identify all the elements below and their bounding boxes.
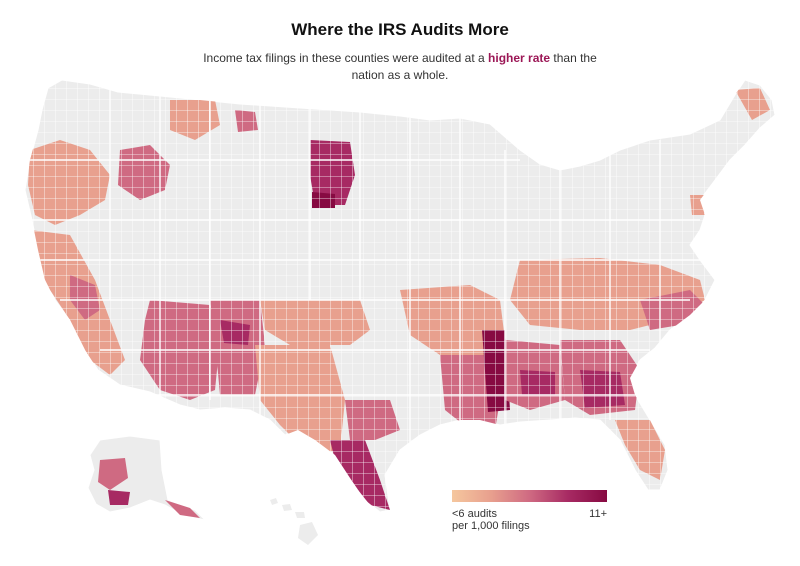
color-legend: <6 audits per 1,000 filings 11+ bbox=[452, 490, 607, 532]
subtitle-text-after: than the nation as a whole. bbox=[351, 51, 597, 82]
legend-low-label: <6 audits per 1,000 filings bbox=[452, 508, 530, 532]
alaska bbox=[87, 435, 207, 521]
hawaii bbox=[270, 498, 318, 545]
map-subtitle: Income tax filings in these counties wer… bbox=[200, 50, 600, 84]
subtitle-highlight: higher rate bbox=[488, 51, 551, 65]
legend-low-label-line1: <6 audits bbox=[452, 508, 497, 520]
legend-low-label-line2: per 1,000 filings bbox=[452, 520, 530, 532]
legend-gradient-bar bbox=[452, 490, 607, 502]
map-title: Where the IRS Audits More bbox=[291, 20, 509, 39]
legend-high-label: 11+ bbox=[589, 508, 607, 520]
subtitle-text-before: Income tax filings in these counties wer… bbox=[203, 51, 489, 65]
state-borders bbox=[30, 80, 700, 450]
